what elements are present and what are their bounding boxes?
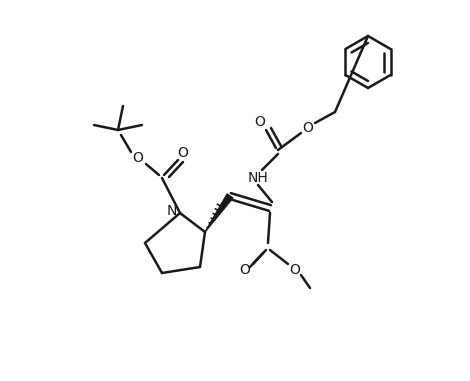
Text: O: O	[290, 263, 300, 277]
Text: O: O	[255, 115, 266, 129]
Text: O: O	[303, 121, 313, 135]
Text: O: O	[133, 151, 143, 165]
Polygon shape	[205, 194, 233, 232]
Text: O: O	[178, 146, 188, 160]
Text: NH: NH	[248, 171, 268, 185]
Text: N: N	[167, 204, 177, 218]
Text: O: O	[240, 263, 251, 277]
